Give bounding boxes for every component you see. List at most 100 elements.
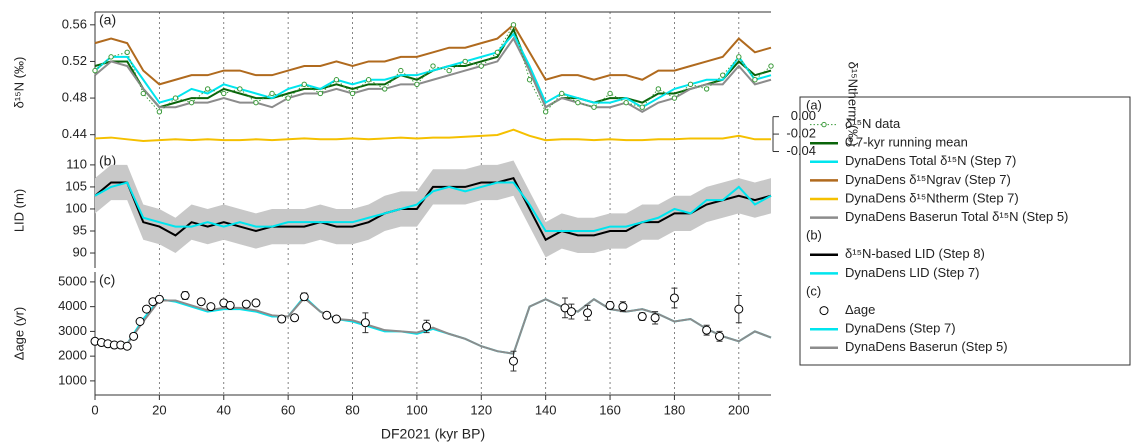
y-tick-label: 0.56 bbox=[62, 16, 87, 31]
y-tick-label: 100 bbox=[65, 200, 87, 215]
legend-label: DynaDens Baserun Total δ¹⁵N (Step 5) bbox=[845, 209, 1068, 224]
x-tick-label: 0 bbox=[91, 402, 98, 417]
x-tick-label: 100 bbox=[406, 402, 428, 417]
data-point bbox=[734, 304, 744, 314]
y-tick-label: 1000 bbox=[58, 372, 87, 387]
data-point bbox=[172, 95, 179, 101]
data-point bbox=[736, 54, 742, 60]
data-point bbox=[650, 313, 660, 323]
series-line bbox=[94, 296, 772, 355]
y-tick-label: 5000 bbox=[58, 273, 87, 288]
legend-label: DynaDens LID (Step 7) bbox=[845, 265, 979, 280]
x-tick-label: 80 bbox=[345, 402, 359, 417]
data-point bbox=[285, 95, 291, 101]
data-point bbox=[639, 104, 645, 110]
y-tick-label: 105 bbox=[65, 178, 87, 193]
data-point bbox=[140, 90, 146, 97]
data-point bbox=[241, 299, 251, 309]
data-point bbox=[225, 300, 235, 310]
data-point bbox=[135, 316, 145, 326]
panel-label: (b) bbox=[99, 153, 116, 169]
legend-box bbox=[799, 96, 1131, 366]
data-point bbox=[142, 304, 152, 314]
panel-label: (c) bbox=[99, 272, 115, 288]
data-point bbox=[583, 308, 593, 318]
panel-label: (a) bbox=[99, 12, 116, 28]
data-point bbox=[446, 67, 452, 74]
series-line bbox=[94, 176, 772, 242]
legend-marker bbox=[819, 306, 829, 316]
uncertainty-band bbox=[95, 160, 771, 258]
series-line bbox=[94, 128, 771, 143]
series-line bbox=[94, 23, 772, 86]
y-tick-label: 95 bbox=[73, 222, 87, 237]
data-point bbox=[122, 341, 132, 351]
x-tick-label: 20 bbox=[152, 402, 166, 417]
legend-label: δ¹⁵N data bbox=[845, 116, 901, 131]
data-point bbox=[221, 90, 227, 97]
data-point bbox=[752, 77, 758, 83]
data-point bbox=[206, 302, 216, 312]
data-point bbox=[655, 86, 662, 92]
series-line bbox=[94, 295, 772, 355]
series-line bbox=[94, 32, 772, 109]
y-tick-label: 2000 bbox=[58, 348, 87, 363]
data-point bbox=[671, 95, 678, 101]
data-point bbox=[253, 99, 259, 106]
data-point bbox=[566, 307, 576, 317]
data-point bbox=[333, 77, 340, 83]
data-point bbox=[703, 86, 710, 92]
series-line bbox=[94, 181, 772, 232]
data-point bbox=[108, 54, 114, 60]
y-tick-label: 0.44 bbox=[62, 126, 87, 141]
data-point bbox=[605, 300, 615, 310]
legend-label: DynaDens Total δ¹⁵N (Step 7) bbox=[845, 153, 1016, 168]
data-point bbox=[669, 293, 679, 303]
legend-label: DynaDens δ¹⁵Ntherm (Step 7) bbox=[845, 190, 1019, 205]
legend-label: DynaDens Baserun (Step 5) bbox=[845, 339, 1008, 354]
legend-label: DynaDens (Step 7) bbox=[845, 321, 956, 336]
data-point bbox=[299, 292, 309, 302]
data-point bbox=[382, 86, 388, 92]
legend-marker bbox=[821, 121, 827, 128]
y-tick-label: 3000 bbox=[58, 323, 87, 338]
data-point bbox=[414, 81, 420, 88]
data-point bbox=[478, 63, 484, 69]
data-point bbox=[637, 312, 647, 322]
data-point bbox=[542, 109, 549, 115]
y2-tick-label: -0.04 bbox=[786, 143, 816, 158]
legend-label: 0.7-kyr running mean bbox=[845, 135, 968, 150]
x-tick-label: 140 bbox=[535, 402, 557, 417]
y2-axis-label: δ¹⁵Ntherm (‰) bbox=[846, 62, 861, 147]
data-point bbox=[365, 77, 372, 83]
data-point bbox=[277, 314, 287, 324]
x-tick-label: 160 bbox=[599, 402, 621, 417]
data-point bbox=[494, 49, 501, 55]
data-point bbox=[154, 294, 164, 304]
data-point bbox=[180, 291, 190, 301]
data-point bbox=[618, 302, 628, 312]
data-point bbox=[290, 313, 300, 323]
data-point bbox=[360, 318, 370, 328]
data-point bbox=[526, 77, 533, 83]
data-point bbox=[124, 49, 130, 55]
x-tick-label: 60 bbox=[281, 402, 295, 417]
y-axis-label: LID (m) bbox=[11, 189, 26, 232]
data-point bbox=[196, 297, 206, 307]
data-point bbox=[317, 90, 324, 97]
y2-tick-label: 0.00 bbox=[791, 108, 816, 123]
x-tick-label: 180 bbox=[664, 402, 686, 417]
data-point bbox=[575, 99, 581, 106]
data-point bbox=[702, 325, 712, 335]
legend-group-label: (c) bbox=[806, 283, 821, 298]
legend-group-label: (b) bbox=[806, 228, 822, 243]
data-point bbox=[251, 298, 261, 308]
y-tick-label: 4000 bbox=[58, 298, 87, 313]
x-tick-label: 40 bbox=[217, 402, 231, 417]
data-point bbox=[92, 67, 98, 74]
data-point bbox=[322, 310, 332, 320]
data-point bbox=[269, 90, 275, 97]
data-point bbox=[559, 90, 565, 97]
